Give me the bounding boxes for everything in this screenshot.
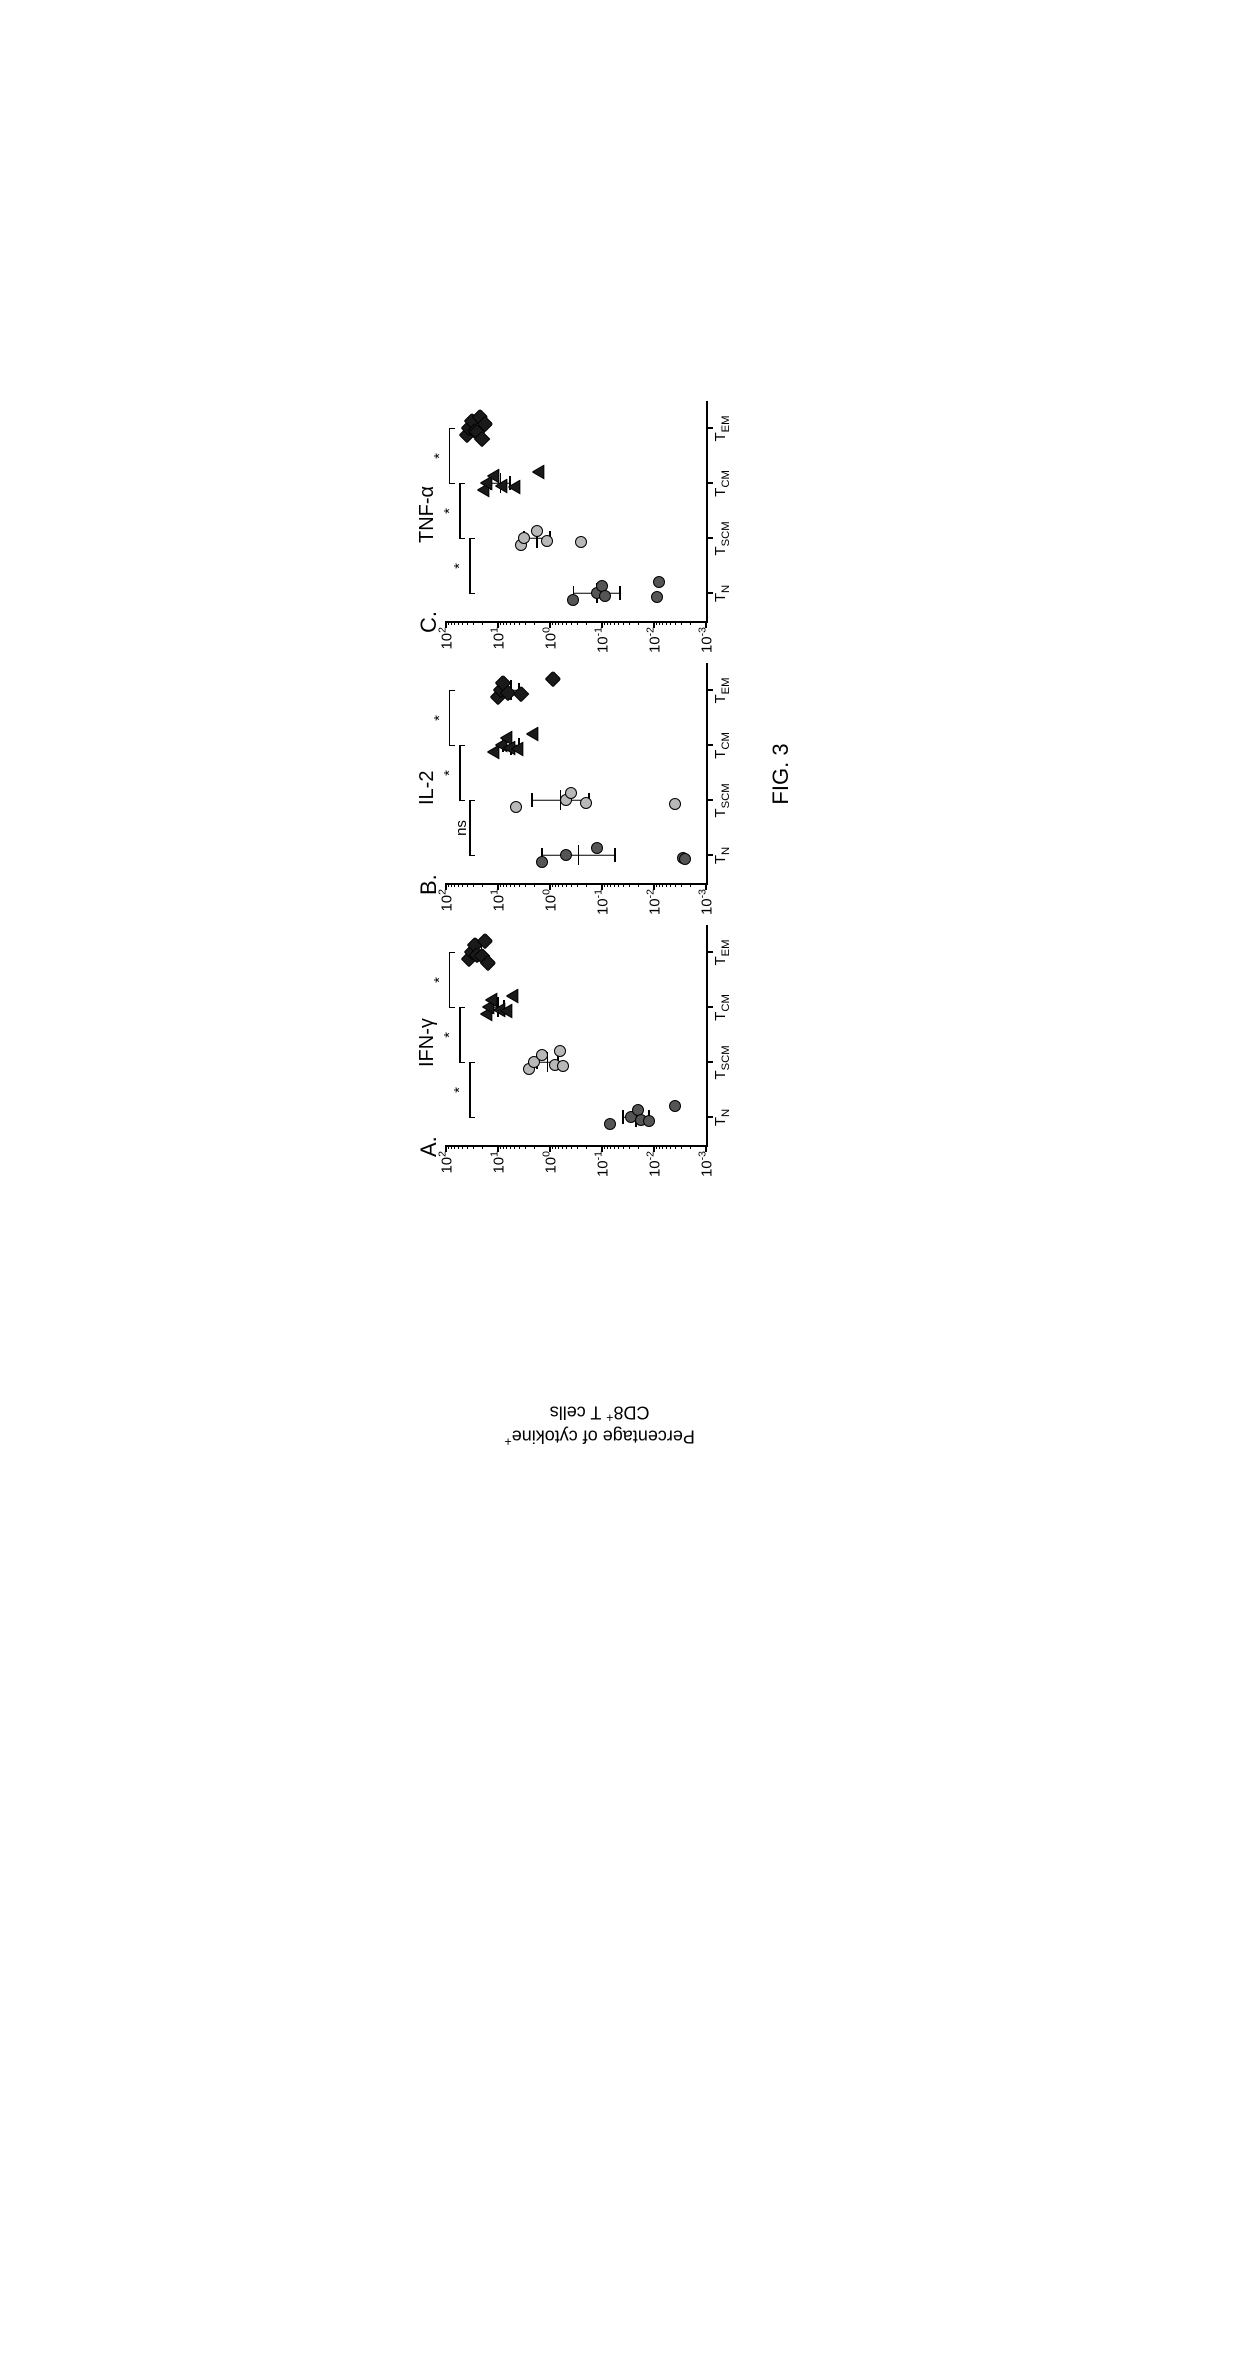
panel-title: IFN-γ (416, 1018, 439, 1067)
x-tick-label: TSCM (706, 521, 732, 555)
y-tick-label: 10-2 (645, 1145, 664, 1177)
y-tick-label: 100 (541, 1145, 560, 1174)
data-point (532, 465, 547, 480)
data-point (508, 480, 523, 495)
x-tick-label: TN (706, 585, 732, 602)
data-point (514, 687, 529, 702)
y-tick-label: 102 (437, 883, 456, 912)
y-tick-label: 10-2 (645, 621, 664, 653)
data-point (506, 989, 521, 1004)
data-point (558, 848, 573, 863)
y-tick-label: 101 (489, 883, 508, 912)
significance-label: * (441, 508, 458, 514)
data-point (641, 1114, 656, 1129)
chart-panel: C.TNF-α10-310-210-1100101102TNTSCMTCMTEM… (446, 401, 708, 623)
significance-label: * (451, 1087, 468, 1093)
data-point (475, 432, 490, 447)
significance-bar (449, 691, 451, 746)
data-point (589, 841, 604, 856)
chart-panel: B.IL-210-310-210-1100101102TNTSCMTCMTEMn… (446, 663, 708, 885)
y-tick-label: 100 (541, 621, 560, 650)
y-tick-label: 10-2 (645, 883, 664, 915)
data-point (508, 800, 523, 815)
significance-label: * (431, 715, 448, 721)
significance-label: * (441, 770, 458, 776)
x-tick-label: TCM (706, 732, 732, 759)
data-point (602, 1117, 617, 1132)
y-tick-label: 10-1 (593, 621, 612, 653)
data-point (501, 1004, 516, 1019)
x-tick-label: TN (706, 847, 732, 864)
data-point (540, 534, 555, 549)
x-tick-label: TCM (706, 994, 732, 1021)
panel-title: IL-2 (416, 771, 439, 805)
data-point (545, 672, 560, 687)
x-tick-label: TSCM (706, 783, 732, 817)
data-point (573, 535, 588, 550)
data-point (555, 1059, 570, 1074)
x-tick-label: TSCM (706, 1045, 732, 1079)
x-tick-label: TCM (706, 470, 732, 497)
data-point (511, 742, 526, 757)
y-tick-label: 10-3 (697, 1145, 716, 1177)
y-tick-label: 101 (489, 1145, 508, 1174)
data-point (649, 590, 664, 605)
data-point (667, 797, 682, 812)
significance-bar (469, 1063, 471, 1118)
figure-container: A.IFN-γPercentage of cytokine+CD8+ T cel… (446, 401, 794, 1147)
data-point (566, 593, 581, 608)
plot-area: 10-310-210-1100101102TNTSCMTCMTEM*** (446, 401, 708, 623)
y-tick-label: 100 (541, 883, 560, 912)
x-tick-label: TEM (706, 677, 732, 703)
data-point (667, 1099, 682, 1114)
panels-row: A.IFN-γPercentage of cytokine+CD8+ T cel… (446, 401, 708, 1147)
significance-bar (459, 1008, 461, 1063)
significance-label: * (451, 563, 468, 569)
y-tick-label: 10-1 (593, 883, 612, 915)
data-point (651, 575, 666, 590)
significance-label: * (431, 453, 448, 459)
y-axis-label: Percentage of cytokine+CD8+ T cells (470, 1401, 730, 1448)
x-tick-label: TEM (706, 939, 732, 965)
significance-label: * (431, 977, 448, 983)
y-tick-label: 10-3 (697, 621, 716, 653)
figure-caption: FIG. 3 (768, 401, 794, 1147)
data-point (534, 855, 549, 870)
significance-bar (449, 953, 451, 1008)
y-tick-label: 102 (437, 1145, 456, 1174)
chart-panel: A.IFN-γPercentage of cytokine+CD8+ T cel… (446, 925, 708, 1147)
significance-bar (449, 429, 451, 484)
data-point (579, 796, 594, 811)
panel-title: TNF-α (416, 486, 439, 543)
y-tick-label: 10-3 (697, 883, 716, 915)
y-tick-label: 10-1 (593, 1145, 612, 1177)
x-tick-label: TEM (706, 415, 732, 441)
significance-label: * (441, 1032, 458, 1038)
data-point (480, 956, 495, 971)
data-point (553, 1044, 568, 1059)
significance-bar (459, 484, 461, 539)
significance-label: ns (453, 820, 470, 836)
plot-area: Percentage of cytokine+CD8+ T cells10-31… (446, 925, 708, 1147)
y-tick-label: 102 (437, 621, 456, 650)
data-point (477, 417, 492, 432)
y-tick-label: 101 (489, 621, 508, 650)
x-tick-label: TN (706, 1109, 732, 1126)
data-point (677, 852, 692, 867)
data-point (477, 934, 492, 949)
data-point (527, 727, 542, 742)
significance-bar (469, 539, 471, 594)
data-point (563, 786, 578, 801)
data-point (597, 589, 612, 604)
plot-area: 10-310-210-1100101102TNTSCMTCMTEMns** (446, 663, 708, 885)
significance-bar (459, 746, 461, 801)
